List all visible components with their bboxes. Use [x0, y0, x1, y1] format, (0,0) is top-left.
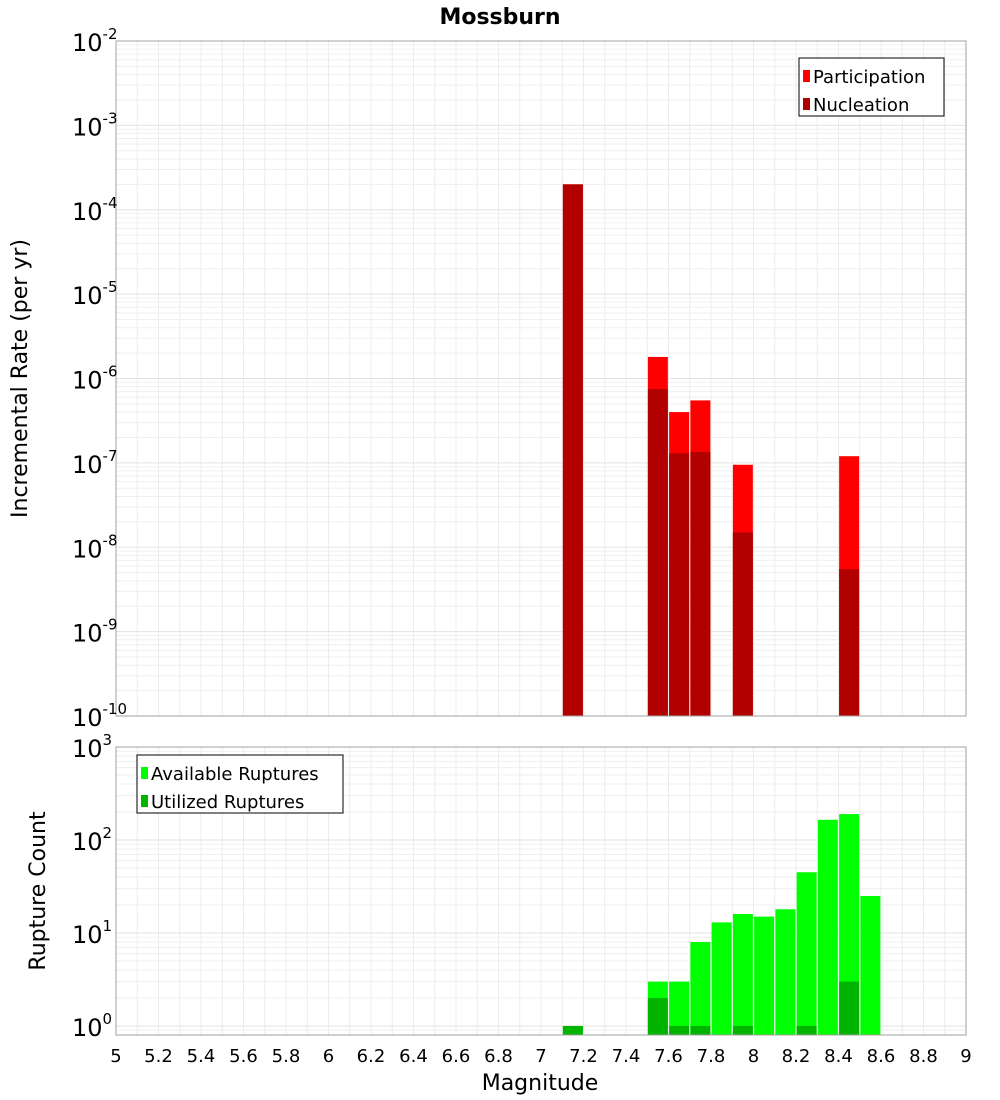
- legend-swatch: [803, 70, 810, 82]
- bar-available-ruptures: [669, 981, 690, 1035]
- y-tick-label: 10-9: [72, 616, 118, 648]
- x-tick-label: 8.4: [824, 1046, 853, 1067]
- bottom-y-ticks: 103 102 101 100: [72, 731, 112, 1042]
- bar-available-ruptures: [690, 942, 711, 1035]
- top-legend: Participation Nucleation: [798, 57, 945, 117]
- bar-nucleation: [690, 451, 711, 716]
- bar-available-ruptures: [817, 819, 838, 1035]
- bar-available-ruptures: [860, 895, 881, 1035]
- bar-nucleation: [647, 389, 668, 716]
- bar-utilized-ruptures: [732, 1025, 753, 1035]
- bar-utilized-ruptures: [562, 1025, 583, 1035]
- x-tick-label: 7: [535, 1046, 546, 1067]
- y-tick-label: 10-6: [72, 363, 118, 395]
- x-tick-label: 7.6: [654, 1046, 683, 1067]
- bar-utilized-ruptures: [669, 1025, 690, 1035]
- bar-utilized-ruptures: [647, 997, 668, 1035]
- y-tick-label: 102: [72, 824, 112, 856]
- bar-utilized-ruptures: [690, 1025, 711, 1035]
- x-tick-label: 6.6: [442, 1046, 471, 1067]
- bar-nucleation: [562, 184, 583, 717]
- bar-available-ruptures: [839, 814, 860, 1035]
- x-tick-label: 8: [748, 1046, 759, 1067]
- chart-title: Mossburn: [439, 5, 560, 30]
- y-tick-label: 10-7: [72, 447, 118, 479]
- bar-utilized-ruptures: [839, 981, 860, 1035]
- bar-available-ruptures: [796, 872, 817, 1035]
- legend-label: Nucleation: [813, 95, 909, 116]
- bar-utilized-ruptures: [796, 1025, 817, 1035]
- y-tick-label: 103: [72, 731, 112, 763]
- bar-available-ruptures: [732, 914, 753, 1035]
- legend-box: [798, 57, 945, 117]
- x-tick-label: 5: [110, 1046, 121, 1067]
- bottom-y-axis-label: Rupture Count: [26, 811, 51, 971]
- legend-box: [136, 754, 344, 814]
- x-ticks: 5 5.2 5.4 5.6 5.8 6 6.2 6.4 6.6 6.8 7 7.2 7.4 7.6 7.8 8…: [110, 1046, 971, 1067]
- utilized-bars: [562, 981, 860, 1035]
- y-tick-label: 10-10: [72, 700, 127, 732]
- x-tick-label: 5.6: [229, 1046, 258, 1067]
- x-tick-label: 5.2: [144, 1046, 173, 1067]
- top-y-axis-label: Incremental Rate (per yr): [8, 239, 33, 518]
- bottom-legend: Available Ruptures Utilized Ruptures: [136, 754, 344, 814]
- x-tick-label: 5.4: [187, 1046, 216, 1067]
- x-axis-label: Magnitude: [482, 1071, 599, 1096]
- y-tick-label: 10-8: [72, 531, 118, 563]
- legend-label: Utilized Ruptures: [151, 792, 304, 813]
- x-tick-label: 6.8: [484, 1046, 513, 1067]
- x-tick-label: 8.2: [782, 1046, 811, 1067]
- x-tick-label: 5.8: [272, 1046, 301, 1067]
- legend-swatch: [141, 767, 148, 779]
- x-tick-label: 6.2: [357, 1046, 386, 1067]
- x-tick-label: 6: [323, 1046, 334, 1067]
- y-tick-label: 101: [72, 917, 112, 949]
- bar-available-ruptures: [775, 909, 796, 1035]
- y-tick-label: 10-4: [72, 194, 118, 226]
- x-tick-label: 8.8: [909, 1046, 938, 1067]
- bar-available-ruptures: [754, 916, 775, 1035]
- top-y-ticks: 10-2 10-3 10-4 10-5 10-6 10-7 10-8 10-9 10-10: [72, 25, 127, 732]
- y-tick-label: 10-2: [72, 25, 118, 57]
- legend-swatch: [803, 98, 810, 110]
- x-tick-label: 9: [960, 1046, 971, 1067]
- x-tick-label: 7.2: [569, 1046, 598, 1067]
- x-tick-label: 8.6: [867, 1046, 896, 1067]
- y-tick-label: 10-5: [72, 278, 118, 310]
- legend-swatch: [141, 795, 148, 807]
- x-tick-label: 7.4: [612, 1046, 641, 1067]
- available-bars: [562, 814, 881, 1035]
- bar-nucleation: [732, 532, 753, 716]
- x-tick-label: 6.4: [399, 1046, 428, 1067]
- bottom-plot-frame: [115, 746, 967, 1036]
- legend-label: Available Ruptures: [151, 764, 319, 785]
- y-tick-label: 10-3: [72, 109, 118, 141]
- bar-available-ruptures: [711, 922, 732, 1035]
- x-tick-label: 7.8: [697, 1046, 726, 1067]
- nucleation-bars: [562, 184, 860, 717]
- bar-nucleation: [839, 569, 860, 716]
- top-grid: [115, 40, 967, 717]
- bar-nucleation: [669, 453, 690, 716]
- legend-label: Participation: [813, 67, 925, 88]
- top-plot-frame: [115, 40, 967, 717]
- y-tick-label: 100: [72, 1010, 112, 1042]
